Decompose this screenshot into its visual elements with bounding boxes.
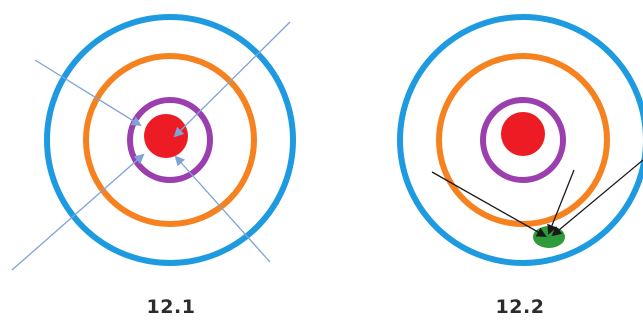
arrow-right	[551, 159, 643, 237]
inner-ring	[127, 97, 213, 183]
core-dot	[144, 114, 188, 158]
figure-12-1	[11, 14, 296, 271]
arrow-top	[547, 169, 575, 235]
core-dot	[501, 112, 545, 156]
outer-ring	[44, 14, 296, 266]
figure-caption: 12.1	[146, 296, 196, 318]
inner-ring	[480, 97, 566, 183]
arrow-top-right	[173, 21, 291, 138]
figure-caption: 12.2	[495, 296, 545, 318]
middle-ring	[83, 53, 257, 227]
outer-ring	[397, 14, 643, 266]
arrow-bottom-left	[11, 153, 145, 271]
figure-12-2	[397, 14, 643, 266]
arrow-bottom-right	[174, 155, 271, 263]
arrow-top-left	[34, 59, 142, 127]
arrow-left	[431, 171, 547, 237]
